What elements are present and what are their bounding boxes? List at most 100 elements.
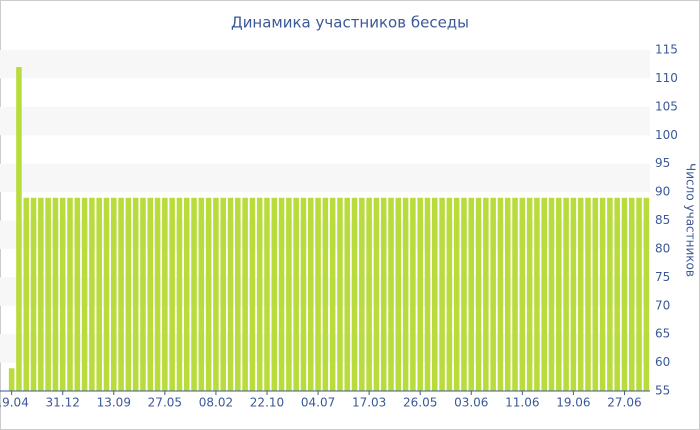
bar bbox=[256, 197, 263, 391]
bar bbox=[242, 197, 248, 391]
y-tick-label: 75 bbox=[655, 270, 670, 284]
bar bbox=[402, 197, 409, 391]
bar bbox=[293, 197, 299, 391]
bar bbox=[483, 197, 489, 391]
bar bbox=[475, 197, 482, 391]
bar bbox=[497, 197, 504, 391]
x-tick-label: 11.06 bbox=[505, 396, 539, 410]
bar bbox=[468, 197, 475, 391]
y-tick-label: 60 bbox=[655, 355, 670, 369]
bar bbox=[614, 197, 620, 391]
chart-title: Динамика участников беседы bbox=[231, 14, 469, 32]
bar bbox=[162, 197, 168, 391]
x-tick-label: 27.06 bbox=[607, 396, 641, 410]
y-axis-label: Число участников bbox=[684, 163, 698, 277]
bar bbox=[103, 197, 110, 391]
bar bbox=[96, 197, 102, 391]
x-tick-label: 04.07 bbox=[301, 396, 335, 410]
bar bbox=[286, 197, 292, 391]
bar bbox=[227, 197, 234, 391]
bar bbox=[271, 197, 278, 391]
bar bbox=[410, 197, 416, 391]
bar bbox=[264, 197, 270, 391]
bar bbox=[432, 197, 438, 391]
bar bbox=[453, 197, 460, 391]
y-tick-label: 100 bbox=[655, 128, 678, 142]
bar bbox=[125, 197, 132, 391]
bar bbox=[205, 197, 212, 391]
bar bbox=[388, 197, 394, 391]
bar bbox=[577, 197, 584, 391]
bar bbox=[366, 197, 372, 391]
x-tick-label: 17.03 bbox=[352, 396, 386, 410]
grid-band bbox=[0, 163, 650, 193]
bar bbox=[563, 197, 569, 391]
bar bbox=[628, 197, 635, 391]
bar bbox=[198, 197, 205, 391]
y-tick-label: 95 bbox=[655, 156, 670, 170]
x-tick-label: 31.12 bbox=[46, 396, 80, 410]
bar bbox=[30, 197, 37, 391]
x-tick-label: 19.06 bbox=[556, 396, 590, 410]
bar bbox=[59, 197, 66, 391]
bar bbox=[183, 197, 190, 391]
bar bbox=[417, 197, 423, 391]
bar bbox=[424, 197, 431, 391]
bar bbox=[337, 197, 343, 391]
bar bbox=[81, 197, 88, 391]
bar bbox=[176, 197, 183, 391]
bar bbox=[380, 197, 387, 391]
bar bbox=[599, 197, 606, 391]
bar bbox=[89, 197, 95, 391]
bar bbox=[249, 197, 256, 391]
bar bbox=[169, 197, 175, 391]
y-tick-label: 105 bbox=[655, 99, 678, 113]
bar bbox=[300, 197, 307, 391]
bar bbox=[147, 197, 154, 391]
x-tick-label: 22.10 bbox=[250, 396, 284, 410]
bar bbox=[278, 197, 285, 391]
bar bbox=[67, 197, 73, 391]
bar bbox=[504, 197, 511, 391]
y-tick-label: 115 bbox=[655, 43, 678, 57]
bar bbox=[329, 197, 336, 391]
bar bbox=[351, 197, 358, 391]
bar bbox=[621, 197, 628, 391]
bar bbox=[220, 197, 226, 391]
bar bbox=[45, 197, 51, 391]
bar bbox=[461, 197, 467, 391]
bar bbox=[322, 197, 329, 391]
y-tick-label: 110 bbox=[655, 71, 678, 85]
bar bbox=[8, 368, 15, 391]
bar bbox=[556, 197, 562, 391]
x-tick-label: 19.04 bbox=[0, 396, 29, 410]
bar bbox=[526, 197, 533, 391]
bar bbox=[643, 197, 650, 391]
bar bbox=[235, 197, 241, 391]
bar bbox=[111, 197, 117, 391]
bar bbox=[585, 197, 591, 391]
bar bbox=[534, 197, 540, 391]
x-tick-label: 08.02 bbox=[199, 396, 233, 410]
bar bbox=[446, 197, 453, 391]
bar bbox=[38, 197, 44, 391]
bar bbox=[52, 197, 59, 391]
bar bbox=[490, 197, 496, 391]
x-tick-label: 27.05 bbox=[148, 396, 182, 410]
bar bbox=[344, 197, 351, 391]
bar bbox=[74, 197, 81, 391]
bar bbox=[140, 197, 146, 391]
bar bbox=[592, 197, 599, 391]
bar bbox=[395, 197, 402, 391]
bar bbox=[132, 197, 139, 391]
bar bbox=[307, 197, 314, 391]
bar bbox=[191, 197, 197, 391]
x-tick-label: 26.05 bbox=[403, 396, 437, 410]
bar bbox=[519, 197, 526, 391]
bar bbox=[213, 197, 219, 391]
bar bbox=[359, 197, 365, 391]
grid-band bbox=[0, 50, 650, 79]
bar bbox=[23, 197, 30, 391]
x-tick-label: 03.06 bbox=[454, 396, 488, 410]
